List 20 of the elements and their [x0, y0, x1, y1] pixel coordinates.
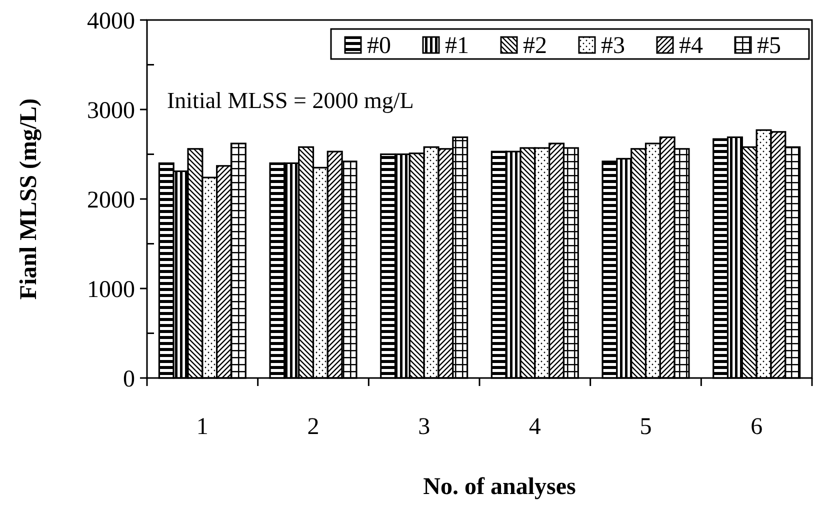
legend-label: #5 [757, 33, 781, 59]
legend-label: #4 [679, 33, 703, 59]
y-axis-title: Fianl MLSS (mg/L) [16, 98, 42, 300]
y-tick-label: 2000 [87, 187, 135, 214]
legend-label: #2 [523, 33, 547, 59]
x-tick-label: 2 [307, 414, 320, 440]
legend-label: #0 [367, 33, 391, 59]
y-tick-label: 0 [123, 366, 135, 392]
y-tick-label: 3000 [87, 98, 135, 124]
x-tick-label: 5 [640, 414, 652, 440]
x-tick-label: 1 [196, 414, 208, 440]
x-axis-title: No. of analyses [423, 474, 576, 500]
legend-label: #3 [601, 33, 625, 59]
y-tick-label: 1000 [87, 276, 135, 303]
x-tick-label: 3 [418, 414, 430, 440]
x-tick-label: 6 [750, 414, 763, 440]
x-tick-label: 4 [528, 414, 541, 440]
legend-label: #1 [445, 33, 469, 59]
y-tick-label: 4000 [87, 8, 135, 34]
annotation: Initial MLSS = 2000 mg/L [167, 88, 414, 113]
